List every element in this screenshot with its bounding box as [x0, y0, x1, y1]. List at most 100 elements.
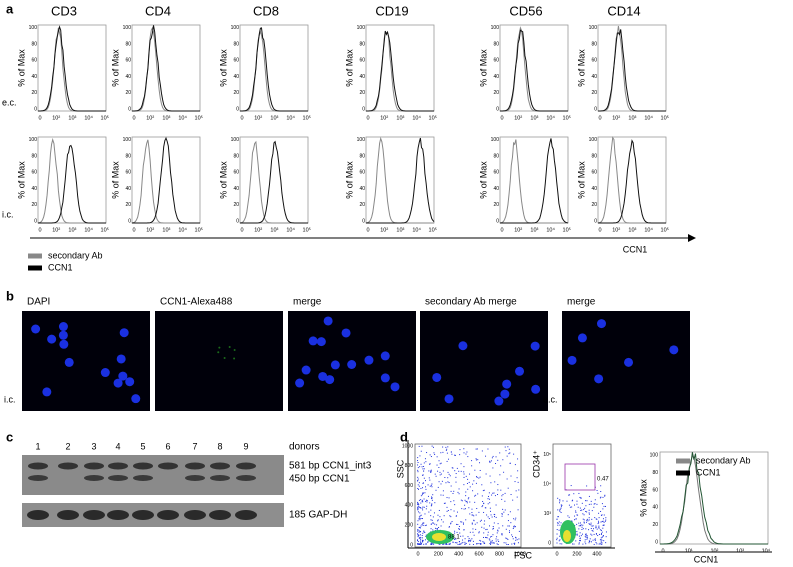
label: 80	[125, 153, 131, 159]
event	[463, 471, 465, 473]
label: 60	[233, 170, 239, 176]
event	[465, 542, 467, 544]
event	[424, 525, 426, 527]
label: 185 GAP-DH	[289, 510, 347, 521]
event	[556, 522, 558, 524]
event	[469, 486, 471, 488]
label: CD19	[375, 3, 408, 18]
event	[432, 516, 434, 518]
event	[447, 477, 449, 479]
event	[557, 509, 559, 511]
label: 10⁴	[178, 226, 187, 233]
event	[583, 522, 585, 524]
plot-frame	[499, 24, 569, 112]
event	[430, 484, 432, 486]
event	[590, 528, 592, 530]
event	[495, 516, 497, 518]
event	[503, 471, 505, 473]
histogram-ccn1	[38, 25, 106, 112]
event	[434, 527, 436, 529]
event	[424, 539, 426, 541]
label: 100	[650, 453, 659, 459]
label: 10²	[254, 115, 262, 121]
event	[443, 543, 445, 545]
event	[417, 502, 419, 504]
event	[452, 492, 454, 494]
event	[418, 534, 420, 536]
event	[505, 528, 507, 530]
label: 10³	[530, 115, 538, 121]
event	[421, 466, 423, 468]
event	[475, 528, 477, 530]
label: CD14	[607, 3, 640, 18]
event	[465, 519, 467, 521]
event	[426, 452, 428, 454]
event	[593, 533, 595, 535]
event	[588, 517, 590, 519]
label: secondary Ab	[48, 250, 103, 260]
event	[425, 508, 427, 510]
event	[476, 507, 478, 509]
label: 10⁵	[563, 114, 571, 121]
event	[436, 524, 438, 526]
event	[579, 537, 581, 539]
event	[430, 469, 432, 471]
event	[418, 488, 420, 490]
label: 40	[591, 74, 597, 80]
event	[437, 470, 439, 472]
histogram-secondary	[366, 30, 434, 112]
signal	[217, 351, 220, 354]
event	[496, 536, 498, 538]
label: 10²	[52, 115, 60, 121]
event	[514, 543, 516, 545]
label: 100	[231, 137, 240, 143]
event	[603, 540, 605, 542]
histogram-secondary	[500, 26, 568, 112]
event	[502, 459, 504, 461]
event	[513, 518, 515, 520]
event	[474, 523, 476, 525]
event	[503, 542, 505, 544]
event	[508, 531, 510, 533]
label: 200	[434, 551, 443, 557]
label: 0	[594, 218, 597, 224]
event	[459, 543, 461, 545]
event	[603, 505, 605, 507]
event	[483, 503, 485, 505]
micrograph	[22, 311, 150, 411]
event	[556, 533, 558, 535]
event	[596, 518, 598, 520]
event	[496, 532, 498, 534]
event	[423, 531, 425, 533]
event	[601, 539, 603, 541]
event	[560, 505, 562, 507]
legend-swatch	[676, 458, 690, 464]
event	[489, 461, 491, 463]
histogram-secondary	[499, 139, 568, 224]
event	[475, 482, 477, 484]
event	[422, 501, 424, 503]
event	[586, 535, 588, 537]
event	[485, 536, 487, 538]
label: 0	[38, 227, 41, 233]
event	[487, 503, 489, 505]
event	[583, 514, 585, 516]
event	[420, 542, 422, 544]
band	[210, 475, 230, 481]
event	[602, 520, 604, 522]
micrograph	[155, 311, 283, 411]
event	[472, 514, 474, 516]
label: 0	[236, 218, 239, 224]
event	[495, 538, 497, 540]
event	[442, 543, 444, 545]
event	[600, 539, 602, 541]
label: 20	[31, 202, 37, 208]
event	[588, 540, 590, 542]
event	[455, 538, 457, 540]
event	[471, 511, 473, 513]
event	[463, 484, 465, 486]
event	[433, 512, 435, 514]
event	[419, 540, 421, 542]
event	[430, 456, 432, 458]
event	[454, 530, 456, 532]
